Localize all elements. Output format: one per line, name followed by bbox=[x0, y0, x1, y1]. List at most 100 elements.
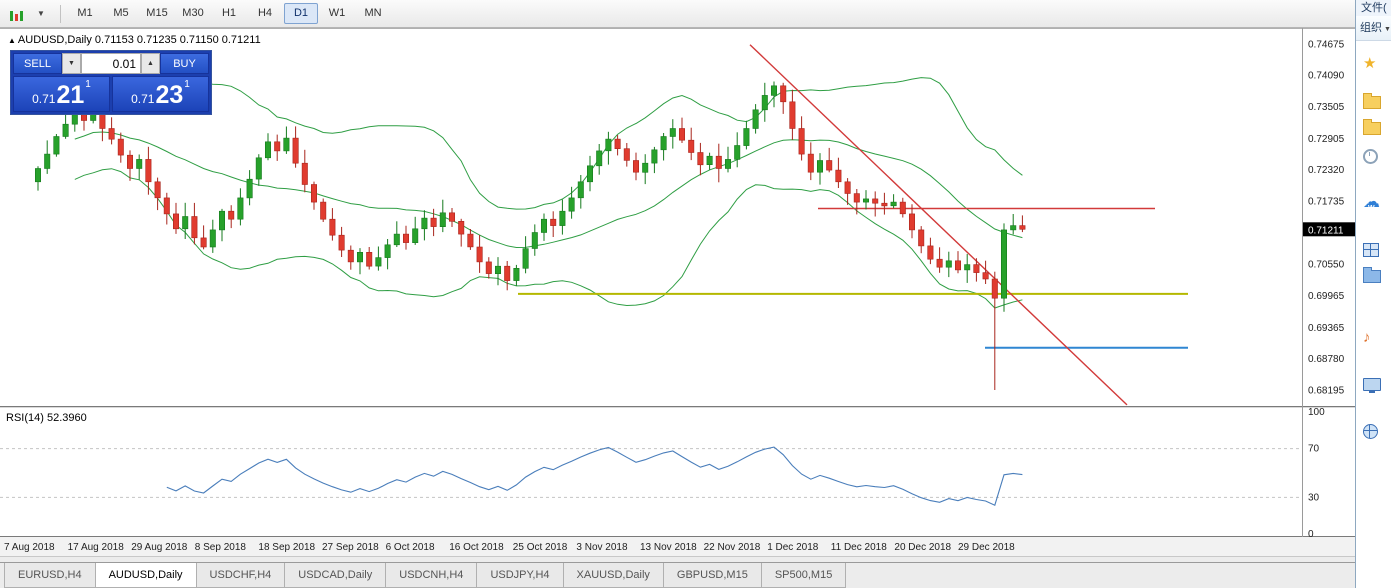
sell-button[interactable]: SELL bbox=[13, 53, 62, 74]
tab-audusd-daily[interactable]: AUDUSD,Daily bbox=[94, 563, 197, 588]
svg-text:0.70550: 0.70550 bbox=[1308, 260, 1345, 271]
svg-text:0: 0 bbox=[1308, 529, 1314, 540]
svg-text:0.71735: 0.71735 bbox=[1308, 196, 1345, 207]
svg-text:11 Dec 2018: 11 Dec 2018 bbox=[831, 542, 887, 553]
explorer-window: 文件( 组织 ▼ ★ ☁ W ♪ bbox=[1355, 0, 1391, 588]
sell-price-pips: 21 bbox=[56, 81, 85, 109]
desktop-folder-icon bbox=[1363, 119, 1381, 135]
music-note-icon: ♪ bbox=[1363, 329, 1371, 346]
analysis-lines bbox=[518, 44, 1188, 406]
svg-text:20 Dec 2018: 20 Dec 2018 bbox=[894, 542, 951, 553]
tab-usdcnh-h4[interactable]: USDCNH,H4 bbox=[385, 563, 478, 588]
recent-places-icon[interactable] bbox=[1363, 145, 1389, 165]
svg-text:8 Sep 2018: 8 Sep 2018 bbox=[195, 542, 247, 553]
svg-text:18 Sep 2018: 18 Sep 2018 bbox=[258, 542, 315, 553]
svg-text:0.69365: 0.69365 bbox=[1308, 323, 1345, 334]
candles bbox=[34, 81, 1026, 390]
downloads-folder-icon[interactable] bbox=[1363, 91, 1389, 111]
tab-usdjpy-h4[interactable]: USDJPY,H4 bbox=[476, 563, 564, 588]
computer-icon bbox=[1363, 378, 1381, 393]
videos-folder-icon bbox=[1363, 267, 1381, 283]
timeframe-button-m15[interactable]: M15 bbox=[146, 7, 168, 19]
timeframe-button-h4[interactable]: H4 bbox=[257, 7, 273, 19]
tab-usdcad-daily[interactable]: USDCAD,Daily bbox=[284, 563, 387, 588]
computer-icon[interactable] bbox=[1363, 375, 1389, 395]
svg-text:1 Dec 2018: 1 Dec 2018 bbox=[767, 542, 819, 553]
one-click-trading-panel[interactable]: SELL ▼ ▲ BUY 0.71 21 1 0.71 23 1 bbox=[10, 50, 212, 115]
svg-text:6 Oct 2018: 6 Oct 2018 bbox=[386, 542, 435, 553]
svg-text:0.69965: 0.69965 bbox=[1308, 291, 1345, 302]
favorites-star-icon: ★ bbox=[1363, 55, 1377, 72]
buy-price-pips: 23 bbox=[155, 81, 184, 109]
sell-price-point: 1 bbox=[85, 79, 91, 90]
recent-places-icon bbox=[1363, 149, 1378, 164]
buy-price-major: 0.71 bbox=[131, 92, 155, 106]
chart-type-dropdown-icon[interactable]: ▼ bbox=[29, 3, 53, 25]
candlestick-chart-icon[interactable] bbox=[4, 3, 28, 25]
downloads-folder-icon bbox=[1363, 93, 1381, 109]
network-icon bbox=[1363, 424, 1378, 439]
svg-text:0.68780: 0.68780 bbox=[1308, 354, 1345, 365]
buy-button[interactable]: BUY bbox=[160, 53, 209, 74]
svg-text:0.73505: 0.73505 bbox=[1308, 102, 1345, 113]
tab-xauusd-daily[interactable]: XAUUSD,Daily bbox=[562, 563, 664, 588]
svg-text:22 Nov 2018: 22 Nov 2018 bbox=[704, 542, 761, 553]
timeframe-button-h1[interactable]: H1 bbox=[221, 7, 237, 19]
timeframe-button-d1[interactable]: D1 bbox=[284, 3, 318, 24]
sell-price-button[interactable]: 0.71 21 1 bbox=[13, 76, 110, 112]
bollinger-bands bbox=[74, 77, 1023, 309]
tab-usdchf-h4[interactable]: USDCHF,H4 bbox=[195, 563, 286, 588]
toolbar-separator bbox=[60, 4, 61, 23]
svg-text:29 Dec 2018: 29 Dec 2018 bbox=[958, 542, 1015, 553]
favorites-star-icon[interactable]: ★ bbox=[1363, 55, 1389, 75]
timeframe-button-mn[interactable]: MN bbox=[364, 7, 382, 19]
toolbar: ▼ M1 M5 M15 M30 H1 H4 D1 W1 MN bbox=[0, 0, 1355, 28]
chart-area: 0.74675 0.74090 0.73505 0.72905 0.72320 0.717… bbox=[0, 28, 1355, 556]
lot-size-input[interactable] bbox=[81, 53, 141, 74]
tab-eurusd-h4[interactable]: EURUSD,H4 bbox=[4, 563, 96, 588]
wps-cloud-icon[interactable]: ☁ W bbox=[1363, 193, 1389, 213]
lot-increase-button[interactable]: ▲ bbox=[141, 53, 160, 74]
timeframe-button-w1[interactable]: W1 bbox=[328, 7, 346, 19]
current-price-badge bbox=[1303, 222, 1355, 237]
svg-text:0.68195: 0.68195 bbox=[1308, 385, 1345, 396]
sell-price-major: 0.71 bbox=[32, 92, 56, 106]
svg-text:16 Oct 2018: 16 Oct 2018 bbox=[449, 542, 504, 553]
svg-text:17 Aug 2018: 17 Aug 2018 bbox=[68, 542, 125, 553]
organize-button[interactable]: 组织 ▼ bbox=[1356, 16, 1391, 41]
svg-text:0.72905: 0.72905 bbox=[1308, 134, 1345, 145]
chart-canvas[interactable]: 0.746750.740900.735050.729050.723200.717… bbox=[0, 28, 1355, 556]
timeframe-button-m1[interactable]: M1 bbox=[77, 7, 93, 19]
svg-text:0.74675: 0.74675 bbox=[1308, 39, 1345, 50]
buy-price-button[interactable]: 0.71 23 1 bbox=[112, 76, 209, 112]
videos-folder-icon[interactable] bbox=[1363, 265, 1389, 285]
organize-label: 组织 bbox=[1360, 22, 1382, 34]
svg-text:0.71211: 0.71211 bbox=[1308, 225, 1344, 236]
rsi-label: RSI(14) 52.3960 bbox=[6, 412, 87, 424]
rsi-line bbox=[166, 446, 1023, 506]
horizontal-scroll-strip[interactable] bbox=[0, 556, 1355, 563]
explorer-file-menu[interactable]: 文件( bbox=[1356, 0, 1391, 16]
rsi-value: 52.3960 bbox=[46, 412, 87, 424]
libraries-icon bbox=[1363, 243, 1379, 257]
network-icon[interactable] bbox=[1363, 421, 1389, 441]
trendline bbox=[749, 44, 1128, 406]
buy-price-point: 1 bbox=[184, 79, 190, 90]
svg-text:13 Nov 2018: 13 Nov 2018 bbox=[640, 542, 697, 553]
music-note-icon[interactable]: ♪ bbox=[1363, 329, 1389, 349]
svg-text:29 Aug 2018: 29 Aug 2018 bbox=[131, 542, 188, 553]
svg-text:7 Aug 2018: 7 Aug 2018 bbox=[4, 542, 55, 553]
timeframe-button-m5[interactable]: M5 bbox=[113, 7, 129, 19]
candlestick-glyph bbox=[9, 7, 24, 21]
chart-ohlc-header: AUDUSD,Daily 0.71153 0.71235 0.71150 0.7… bbox=[17, 34, 261, 46]
desktop-folder-icon[interactable] bbox=[1363, 117, 1389, 137]
tab-gbpusd-m15[interactable]: GBPUSD,M15 bbox=[662, 563, 762, 588]
svg-text:100: 100 bbox=[1308, 407, 1325, 418]
svg-text:30: 30 bbox=[1308, 492, 1320, 503]
lot-decrease-button[interactable]: ▼ bbox=[62, 53, 81, 74]
libraries-icon[interactable] bbox=[1363, 239, 1389, 259]
rsi-name: RSI(14) bbox=[6, 412, 44, 424]
timeframe-button-m30[interactable]: M30 bbox=[182, 7, 204, 19]
tab-sp500-m15[interactable]: SP500,M15 bbox=[760, 563, 847, 588]
